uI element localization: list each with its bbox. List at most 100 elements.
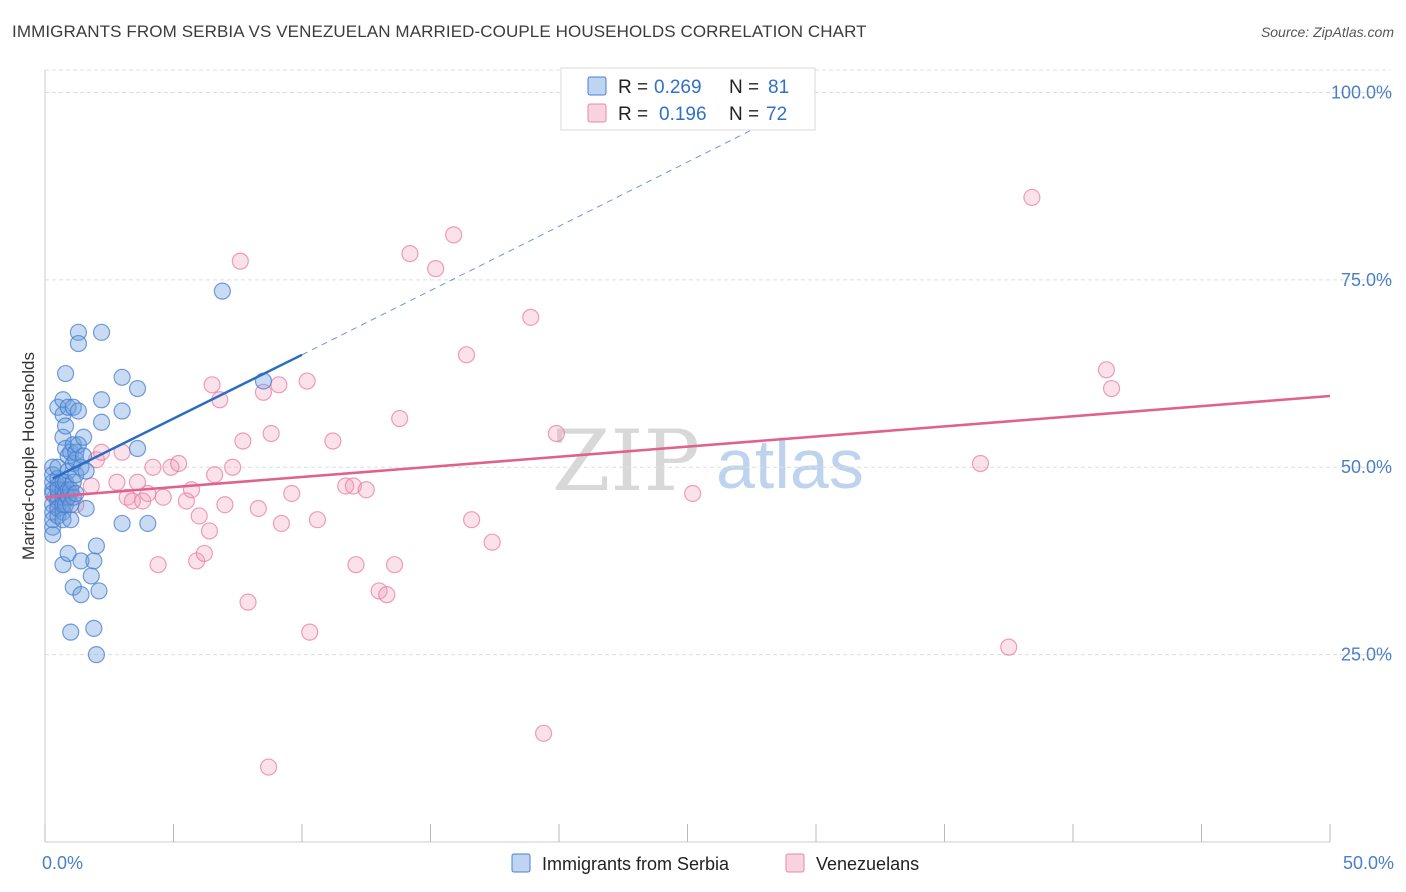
venezuela-point xyxy=(216,496,234,514)
venezuela-point xyxy=(547,424,566,443)
venezuela-point xyxy=(347,556,365,574)
venezuela-point xyxy=(259,758,278,776)
bottom-legend-swatch-venezuela xyxy=(785,853,805,873)
y-tick-label: 100.0% xyxy=(1331,82,1392,102)
serbia-point xyxy=(92,323,111,341)
axes xyxy=(44,70,1331,843)
venezuela-point xyxy=(971,454,990,473)
serbia-point xyxy=(113,514,131,533)
x-tick-label: 50.0% xyxy=(1343,853,1394,873)
serbia-point xyxy=(72,552,90,570)
serbia-point xyxy=(82,567,100,585)
venezuela-point xyxy=(522,308,540,326)
venezuela-point xyxy=(262,424,280,443)
venezuela-point xyxy=(144,458,162,476)
x-tick-labels: 0.0% 50.0% xyxy=(42,853,1394,873)
x-tick-label: 0.0% xyxy=(42,853,83,873)
serbia-point xyxy=(69,402,88,420)
legend-r-value-serbia: 0.269 xyxy=(654,77,702,98)
y-tick-label: 75.0% xyxy=(1341,270,1392,290)
serbia-point xyxy=(59,544,77,563)
venezuela-point xyxy=(200,522,219,540)
bottom-legend: Immigrants from Serbia Venezuelans xyxy=(511,853,919,874)
venezuela-point xyxy=(224,458,242,476)
chart-title: IMMIGRANTS FROM SERBIA VS VENEZUELAN MAR… xyxy=(12,22,867,41)
venezuela-point xyxy=(272,514,291,533)
serbia-point xyxy=(87,537,106,555)
venezuela-trend-line xyxy=(44,394,1331,499)
serbia-point xyxy=(62,511,80,529)
trend-lines xyxy=(44,129,1331,499)
serbia-point xyxy=(44,526,62,544)
venezuela-point xyxy=(385,556,404,574)
y-tick-label: 25.0% xyxy=(1341,645,1392,665)
legend-r-value-venezuela: 0.196 xyxy=(659,104,707,125)
legend-n-value-serbia: 81 xyxy=(768,77,789,98)
bottom-legend-venezuela: Venezuelans xyxy=(816,854,919,874)
serbia-point xyxy=(85,619,103,637)
watermark-atlas: atlas xyxy=(716,425,864,503)
venezuela-point xyxy=(357,481,375,499)
venezuela-point xyxy=(1000,638,1018,656)
venezuela-point xyxy=(249,499,267,518)
serbia-point xyxy=(77,499,95,518)
serbia-point xyxy=(113,402,131,420)
top-legend: R = 0.269 N = 81 R = 0.196 N = 72 xyxy=(560,67,816,131)
venezuela-point xyxy=(401,245,419,263)
legend-n-value-venezuela: 72 xyxy=(766,104,787,125)
serbia-point xyxy=(62,623,80,641)
serbia-point xyxy=(85,552,103,570)
serbia-point xyxy=(54,556,72,574)
venezuela-point xyxy=(483,533,501,551)
serbia-point xyxy=(74,428,93,446)
venezuela-point xyxy=(283,484,301,503)
venezuela-point xyxy=(195,544,213,563)
venezuela-point xyxy=(82,477,100,495)
serbia-point xyxy=(128,439,147,458)
serbia-point xyxy=(113,368,131,386)
venezuela-point xyxy=(270,376,288,394)
venezuela-point xyxy=(149,556,167,574)
venezuela-point xyxy=(203,376,221,394)
source-credit: Source: ZipAtlas.com xyxy=(1260,24,1394,40)
serbia-points xyxy=(44,282,273,664)
venezuela-point xyxy=(534,724,553,742)
legend-n-label-venezuela: N = xyxy=(729,104,759,125)
serbia-point xyxy=(56,417,75,435)
y-axis-title: Married-couple Households xyxy=(19,352,38,560)
venezuela-point xyxy=(427,260,445,278)
legend-box xyxy=(560,67,816,131)
venezuela-point xyxy=(1097,361,1116,379)
serbia-point xyxy=(128,379,147,398)
bottom-legend-serbia: Immigrants from Serbia xyxy=(542,854,730,874)
serbia-point xyxy=(56,364,75,383)
y-tick-labels: 25.0% 50.0% 75.0% 100.0% xyxy=(1331,82,1392,664)
venezuela-point xyxy=(154,488,172,506)
venezuela-point xyxy=(177,492,195,510)
venezuela-point xyxy=(324,432,342,450)
venezuela-point xyxy=(301,623,319,641)
serbia-point xyxy=(92,391,111,409)
venezuela-point xyxy=(108,473,126,491)
serbia-point xyxy=(72,586,90,604)
legend-swatch-serbia xyxy=(587,76,607,96)
watermark-zip: ZIP xyxy=(552,412,700,510)
y-tick-label: 50.0% xyxy=(1341,457,1392,477)
serbia-point xyxy=(213,282,231,300)
venezuela-point xyxy=(170,454,188,473)
venezuela-point xyxy=(206,466,224,484)
venezuela-point xyxy=(298,372,316,390)
venezuela-point xyxy=(1023,188,1041,207)
venezuela-point xyxy=(463,511,481,529)
venezuela-point xyxy=(457,346,476,364)
venezuela-point xyxy=(344,477,362,495)
venezuela-point xyxy=(445,226,463,244)
legend-swatch-venezuela xyxy=(587,103,607,123)
legend-n-label-serbia: N = xyxy=(729,77,759,98)
venezuela-point xyxy=(684,484,702,503)
venezuela-point xyxy=(231,252,249,270)
venezuela-point xyxy=(1102,379,1121,398)
legend-r-label-serbia: R = xyxy=(618,77,648,98)
serbia-trend-line xyxy=(52,353,303,480)
